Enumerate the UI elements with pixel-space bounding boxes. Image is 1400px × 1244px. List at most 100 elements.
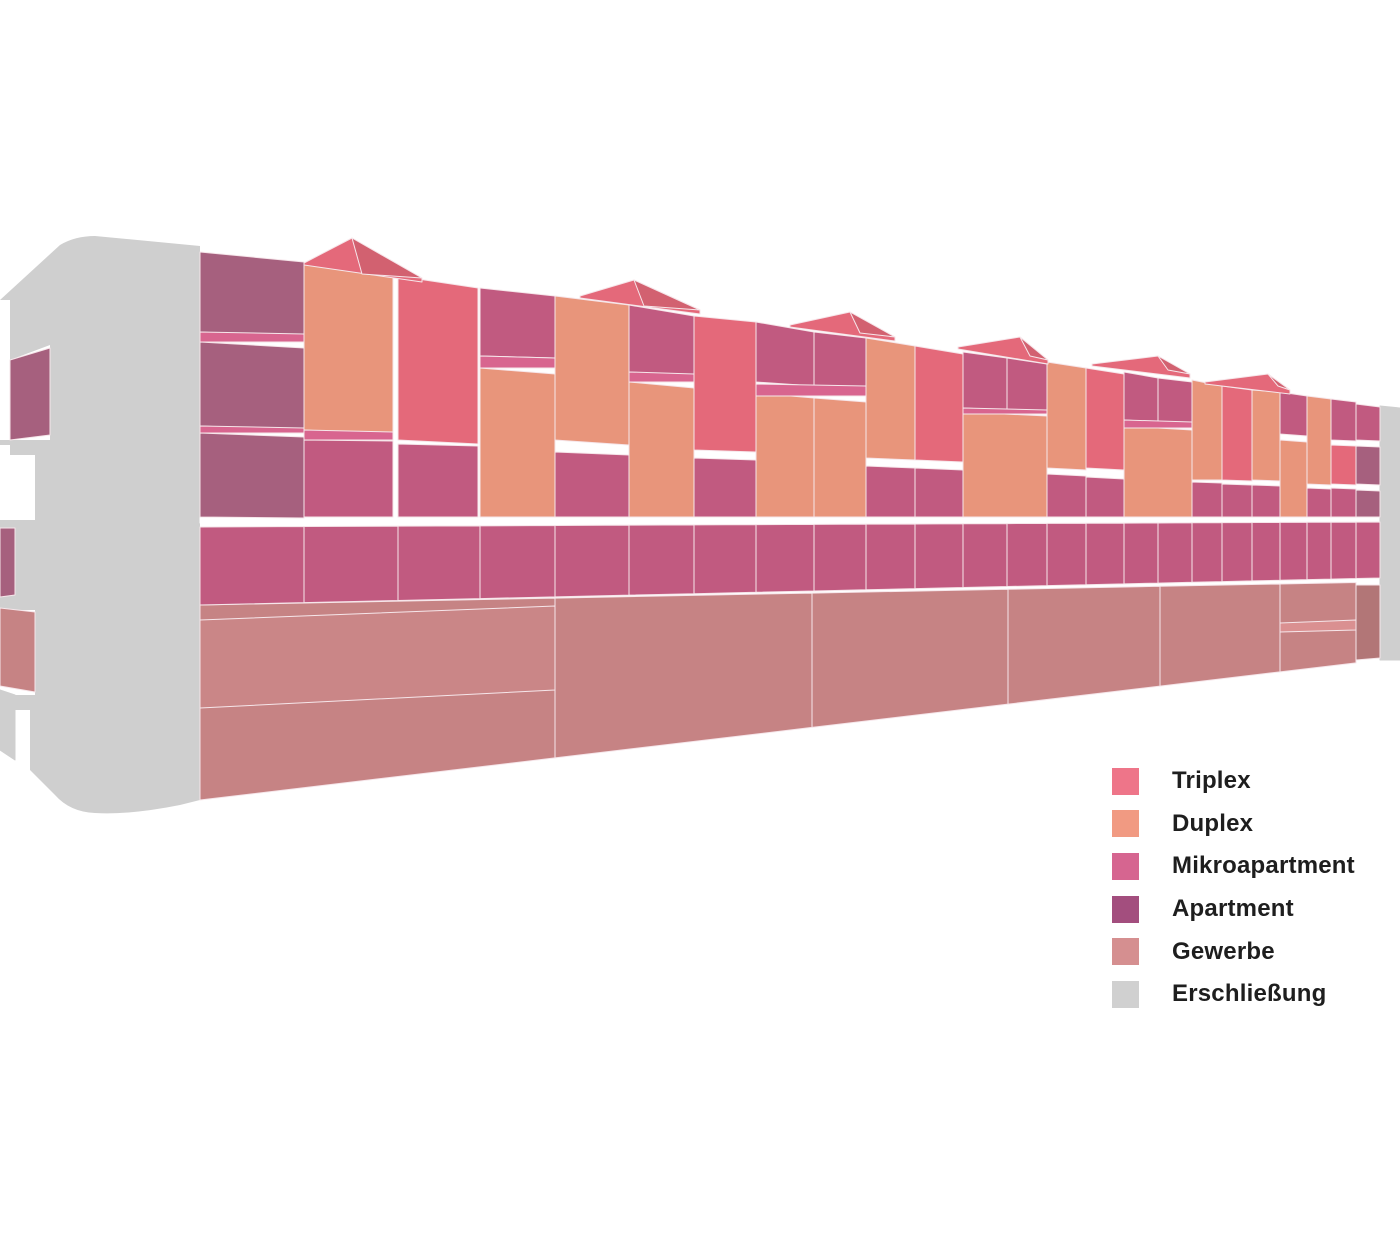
triplex-roofs [303,237,1291,395]
legend-label-apartment: Apartment [1172,895,1294,923]
gewerbe-bay [811,588,1009,728]
duplex-unit [554,295,630,446]
triplex-unit [1330,444,1357,486]
triplex-unit [397,275,479,445]
mikroapartment-unit [1123,522,1159,585]
mikroapartment-unit [693,524,757,595]
mikroapartment-unit [628,524,695,596]
unit-ledge [755,383,867,397]
upper-residential-volumes [9,251,1381,519]
gewerbe-end [1355,584,1381,661]
mikroapartment-unit [554,524,630,598]
triplex-roof-side [849,311,896,338]
mikroapartment-unit [813,331,867,391]
triplex-roof-side [1267,373,1291,391]
legend-swatch-triplex [1112,767,1139,795]
mikroapartment-unit [1279,391,1308,437]
apartment-side-volume [9,347,51,441]
mikroapartment-unit [914,467,964,518]
legend-item-duplex: Duplex [1112,803,1355,846]
triplex-roof-side [351,237,423,279]
mikroapartment-unit [628,304,695,377]
legend-item-mikroapartment: Mikroapartment [1112,845,1355,888]
mikroapartment-unit [1157,522,1193,584]
duplex-unit [628,381,695,518]
mikroapartment-unit [1221,483,1253,518]
mikroapartment-unit [1355,521,1381,580]
mikroapartment-unit [397,443,479,518]
legend-item-gewerbe: Gewerbe [1112,930,1355,973]
duplex-unit [1191,379,1223,481]
mikroapartment-unit [303,439,394,518]
mikroapartment-unit [1085,522,1125,586]
apartment-unit [199,251,305,339]
mikroapartment-unit [1279,521,1308,581]
unit-ledge [199,425,305,434]
mikroapartment-unit [1191,481,1223,518]
duplex-unit [755,392,815,518]
duplex-unit [1251,389,1281,482]
mikroapartment-unit [914,523,964,590]
triplex-unit [1221,385,1253,482]
unit-ledge [479,355,556,369]
mikroapartment-unit [1006,522,1048,588]
erschliessung-core-left [0,236,200,814]
unit-ledge [1123,419,1193,429]
mikroapartment-unit [962,523,1008,589]
unit-ledge [962,407,1048,415]
mikroapartment-unit [693,457,757,518]
mikroapartment-unit [1046,522,1087,587]
mikroapartment-unit [1157,377,1193,425]
legend-item-apartment: Apartment [1112,888,1355,931]
duplex-unit [1279,439,1308,518]
apartment-unit [199,432,305,519]
mikroapartment-unit [1046,473,1087,518]
mikroapartment-unit [479,287,556,359]
legend-swatch-duplex [1112,810,1139,838]
mikroapartment-unit [479,524,556,600]
gewerbe-bay [1159,583,1281,687]
mikroapartment-unit [813,523,867,592]
mikroapartment-unit [303,525,399,604]
legend-item-erschliessung: Erschließung [1112,973,1355,1016]
mikroapartment-unit [865,465,916,518]
mikroapartment-unit [1085,476,1125,518]
mikroapartment-unit [554,451,630,518]
legend-label-duplex: Duplex [1172,809,1254,837]
gewerbe-side-volume [0,607,36,693]
apartment-unit [1355,489,1381,518]
mikroapartment-unit [1330,521,1357,580]
duplex-unit [865,337,916,461]
gewerbe-bay [1007,585,1161,705]
legend: Triplex Duplex Mikroapartment Apartment … [1112,760,1355,1016]
legend-label-gewerbe: Gewerbe [1172,937,1275,965]
mikroapartment-unit [1306,487,1332,518]
legend-swatch-mikroapartment [1112,852,1139,880]
mikroapartment-unit [755,523,815,593]
apartment-side-volume-low [0,527,16,598]
triplex-roof [1204,373,1291,395]
mikroapartment-unit [755,321,815,387]
erschliessung-core-right [1379,405,1400,661]
legend-swatch-apartment [1112,895,1139,923]
duplex-unit [813,397,867,518]
mikroapartment-unit [1330,398,1357,442]
duplex-unit [1046,361,1087,471]
mikroapartment-unit [1330,487,1357,518]
duplex-unit [962,411,1048,518]
triplex-unit [1085,367,1125,471]
triplex-roof-side [1157,355,1191,375]
mikroapartment-unit [1221,522,1253,583]
mikroapartment-unit [199,526,305,606]
mikroapartment-unit [962,351,1008,411]
mikroapartment-unit [1355,403,1381,442]
unit-ledge [303,429,394,441]
gewerbe-bay-upper [199,605,556,709]
apartment-unit [1355,445,1381,486]
mikroapartment-unit [1006,357,1048,413]
triplex-unit [693,315,757,453]
unit-ledge [199,331,305,343]
unit-ledge [628,371,695,383]
triplex-unit [914,345,964,463]
